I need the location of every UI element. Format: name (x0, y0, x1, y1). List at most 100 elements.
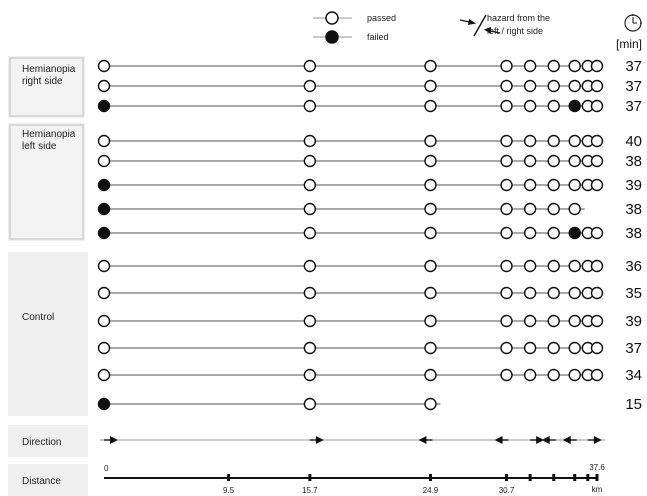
passed-marker (547, 226, 560, 240)
distance-tick (586, 474, 590, 481)
failed-marker (97, 226, 111, 240)
passed-marker (568, 154, 581, 168)
passed-marker (523, 154, 537, 168)
passed-marker (590, 154, 604, 168)
passed-marker (500, 59, 513, 73)
passed-marker (547, 286, 560, 300)
passed-marker (568, 79, 581, 93)
time-value: 38 (625, 201, 642, 218)
participant-row: 38 (97, 153, 642, 170)
passed-marker (303, 154, 317, 168)
passed-marker (590, 368, 604, 382)
passed-marker (97, 341, 111, 355)
failed-marker (97, 397, 111, 411)
passed-marker (303, 286, 317, 300)
passed-marker (424, 178, 437, 192)
passed-marker (590, 259, 604, 273)
passed-marker (424, 99, 437, 113)
passed-marker (97, 286, 111, 300)
passed-marker (424, 397, 437, 411)
passed-marker (523, 368, 537, 382)
passed-marker (547, 202, 560, 216)
time-value: 37 (625, 58, 642, 75)
passed-marker (523, 259, 537, 273)
passed-marker (590, 226, 604, 240)
passed-marker (303, 134, 317, 148)
passed-marker (424, 368, 437, 382)
time-value: 35 (625, 285, 642, 302)
passed-marker (590, 341, 604, 355)
passed-marker (97, 59, 111, 73)
passed-marker (500, 286, 513, 300)
passed-marker (97, 314, 111, 328)
distance-tick (528, 474, 532, 481)
passed-marker (547, 178, 560, 192)
passed-marker (568, 314, 581, 328)
passed-marker (303, 178, 317, 192)
passed-marker (523, 99, 537, 113)
group-label-hemianopia-right-line2: right side (22, 76, 63, 87)
distance-tick (308, 474, 312, 481)
passed-marker (424, 259, 437, 273)
participant-row: 37 (97, 78, 642, 95)
time-value: 40 (625, 133, 642, 150)
time-value: 34 (625, 367, 642, 384)
passed-marker (547, 59, 560, 73)
legend-passed-marker (325, 11, 339, 25)
time-value: 15 (625, 396, 642, 413)
time-value: 36 (625, 258, 642, 275)
participant-row: 34 (97, 367, 642, 384)
distance-tick-label: 30.7 (499, 486, 515, 495)
legend-failed-label: failed (367, 32, 389, 42)
passed-marker (547, 99, 560, 113)
time-value: 37 (625, 340, 642, 357)
participant-row: 35 (97, 285, 642, 302)
participant-row: 15 (97, 396, 642, 413)
time-value: 37 (625, 78, 642, 95)
passed-marker (97, 154, 111, 168)
time-value: 37 (625, 98, 642, 115)
passed-marker (500, 154, 513, 168)
distance-tick (552, 474, 556, 481)
passed-marker (523, 178, 537, 192)
group-label-distance: Distance (22, 476, 61, 487)
passed-marker (97, 134, 111, 148)
passed-marker (523, 226, 537, 240)
passed-marker (424, 134, 437, 148)
passed-marker (500, 134, 513, 148)
passed-marker (568, 259, 581, 273)
arrow-left-icon (562, 436, 577, 444)
failed-marker (97, 202, 111, 216)
arrow-right-icon (587, 436, 602, 444)
legend-hazard-icon (459, 14, 501, 37)
passed-marker (303, 259, 317, 273)
participant-row: 38 (97, 201, 642, 218)
passed-marker (97, 79, 111, 93)
passed-marker (303, 59, 317, 73)
legend-hazard-label-line1: hazard from the (487, 13, 550, 23)
passed-marker (424, 154, 437, 168)
legend-failed-marker (325, 30, 339, 44)
arrow-right-icon (309, 436, 324, 444)
distance-axis: 0 9.5 15.7 24.9 30.7 37.6 km (104, 463, 605, 495)
passed-marker (303, 314, 317, 328)
participant-row: 37 (97, 340, 642, 357)
passed-marker (500, 79, 513, 93)
passed-marker (547, 314, 560, 328)
distance-tick-label: 0 (104, 464, 109, 473)
arrow-left-icon (494, 436, 509, 444)
passed-marker (303, 368, 317, 382)
participant-row: 39 (97, 177, 642, 194)
passed-marker (547, 154, 560, 168)
passed-marker (500, 178, 513, 192)
passed-marker (568, 341, 581, 355)
passed-marker (500, 314, 513, 328)
passed-marker (500, 341, 513, 355)
participant-row: 38 (97, 225, 642, 242)
passed-marker (523, 202, 537, 216)
passed-marker (590, 99, 604, 113)
failed-marker (97, 99, 111, 113)
arrow-right-icon (530, 436, 545, 444)
distance-tick (428, 474, 432, 481)
group-label-hemianopia-left-line1: Hemianopia (22, 129, 76, 140)
